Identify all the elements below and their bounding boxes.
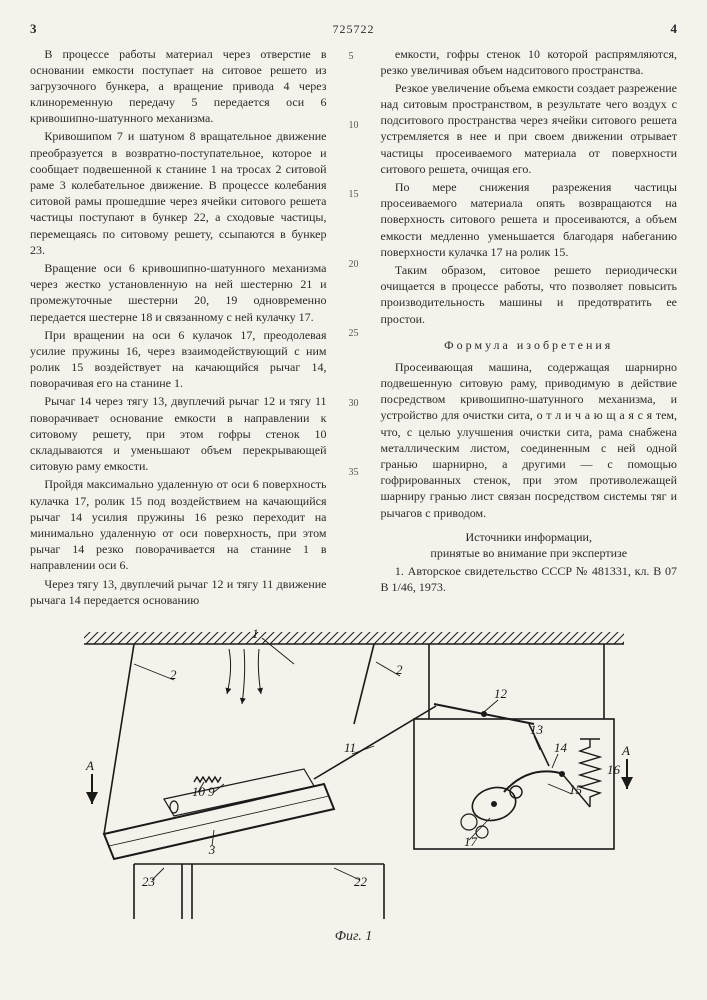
label-17: 17 bbox=[464, 834, 478, 849]
formula-heading: Формула изобретения bbox=[381, 337, 678, 353]
line-num: 10 bbox=[349, 119, 359, 133]
figure-1: 1 2 2 3 10 9 11 12 13 14 15 16 17 22 23 … bbox=[30, 624, 677, 947]
source-1: 1. Авторское свидетельство СССР № 481331… bbox=[381, 563, 678, 595]
label-A-right: A bbox=[621, 743, 630, 758]
document-number: 725722 bbox=[333, 21, 375, 37]
line-num: 15 bbox=[349, 188, 359, 202]
label-22: 22 bbox=[354, 874, 368, 889]
line-num: 20 bbox=[349, 258, 359, 272]
label-3: 3 bbox=[207, 842, 215, 857]
label-14: 14 bbox=[554, 740, 568, 755]
left-p7: Через тягу 13, двуплечий рычаг 12 и тягу… bbox=[30, 576, 327, 608]
ceiling bbox=[84, 632, 624, 644]
label-12: 12 bbox=[494, 686, 508, 701]
hoppers bbox=[134, 864, 384, 919]
right-column: емкости, гофры стенок 10 которой распрям… bbox=[381, 46, 678, 610]
left-p5: Рычаг 14 через тягу 13, двуплечий рычаг … bbox=[30, 393, 327, 474]
spring-icon bbox=[580, 739, 600, 807]
line-num: 5 bbox=[349, 50, 359, 64]
left-p4: При вращении на оси 6 кулачок 17, преодо… bbox=[30, 327, 327, 392]
label-16: 16 bbox=[607, 762, 621, 777]
label-13: 13 bbox=[530, 722, 544, 737]
left-p1: В процессе работы материал через отверст… bbox=[30, 46, 327, 127]
figure-caption: Фиг. 1 bbox=[30, 928, 677, 947]
left-p6: Пройдя максимально удаленную от оси 6 по… bbox=[30, 476, 327, 573]
left-p2: Кривошипом 7 и шатуном 8 вращательное дв… bbox=[30, 128, 327, 258]
line-number-gutter: 5 10 15 20 25 30 35 bbox=[349, 46, 359, 480]
col-num-right: 4 bbox=[671, 20, 678, 38]
col-num-left: 3 bbox=[30, 20, 37, 38]
label-1: 1 bbox=[252, 626, 259, 641]
figure-svg: 1 2 2 3 10 9 11 12 13 14 15 16 17 22 23 … bbox=[74, 624, 634, 924]
right-p2: Резкое увеличение объема емкости создает… bbox=[381, 80, 678, 177]
sieve-frame bbox=[104, 769, 334, 859]
label-23: 23 bbox=[142, 874, 156, 889]
left-column: В процессе работы материал через отверст… bbox=[30, 46, 327, 610]
line-num: 25 bbox=[349, 327, 359, 341]
label-15: 15 bbox=[569, 782, 583, 797]
line-num: 35 bbox=[349, 466, 359, 480]
text-columns: В процессе работы материал через отверст… bbox=[30, 46, 677, 610]
right-p3: По мере снижения разрежения частицы прос… bbox=[381, 179, 678, 260]
claim-text: Просеивающая машина, содержащая шарнирно… bbox=[381, 359, 678, 521]
right-p4: Таким образом, ситовое решето периодичес… bbox=[381, 262, 678, 327]
page-header: 3 725722 4 bbox=[30, 20, 677, 38]
sources-heading: Источники информации, принятые во вниман… bbox=[381, 529, 678, 561]
label-A-left: A bbox=[85, 758, 94, 773]
left-p3: Вращение оси 6 кривошипно-шатунного меха… bbox=[30, 260, 327, 325]
line-num: 30 bbox=[349, 397, 359, 411]
right-p1: емкости, гофры стенок 10 которой распрям… bbox=[381, 46, 678, 78]
